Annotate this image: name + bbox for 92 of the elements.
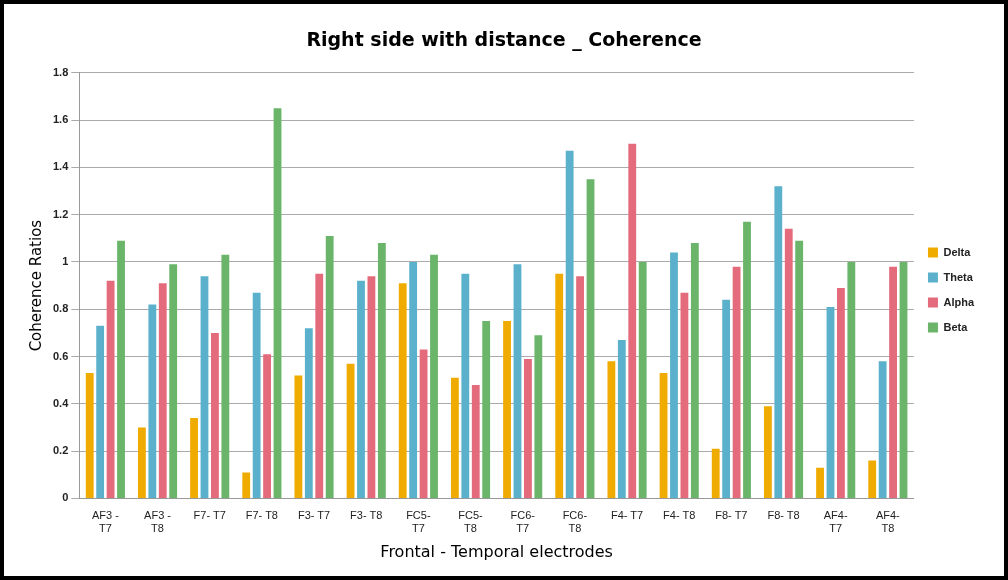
bar: [670, 252, 678, 498]
y-tick-label: 1.8: [52, 65, 69, 78]
bar: [690, 243, 699, 498]
x-tick-label: FC6- T7: [510, 509, 536, 535]
bar: [743, 221, 751, 498]
bar: [889, 266, 897, 498]
bar: [304, 328, 313, 498]
y-tick-label: 0.6: [52, 349, 69, 362]
bar: [85, 373, 94, 498]
bar: [450, 377, 459, 498]
bar: [221, 254, 230, 498]
x-tick-label: F8- T8: [767, 509, 800, 522]
bar: [325, 235, 334, 498]
x-axis-title: Frontal - Temporal electrodes: [380, 541, 613, 561]
bar: [617, 339, 626, 498]
y-tick-label: 1.2: [52, 207, 69, 220]
bar: [252, 292, 261, 498]
bar: [461, 273, 470, 498]
x-tick-label: F4- T7: [610, 509, 644, 522]
bar: [711, 448, 720, 498]
y-tick-label: 0.8: [52, 302, 69, 315]
x-tick-label: F7- T8: [245, 509, 278, 522]
bar: [471, 384, 480, 498]
y-tick-label: 1.4: [52, 160, 70, 173]
y-tick-label: 0.4: [52, 396, 70, 409]
x-tick-label: AF3 - T8: [144, 509, 172, 535]
bar: [409, 261, 418, 498]
bar: [482, 321, 491, 498]
bar: [816, 467, 824, 498]
x-tick-label: F3- T7: [297, 509, 331, 522]
bar: [586, 179, 595, 498]
bar: [315, 273, 324, 498]
bar: [242, 472, 251, 498]
bar: [607, 361, 616, 498]
bar: [357, 280, 365, 498]
bar: [96, 325, 105, 498]
x-tick-label: AF4- T8: [875, 509, 901, 535]
bar: [419, 349, 428, 498]
bar: [263, 354, 271, 498]
bar: [763, 406, 772, 498]
bar: [565, 150, 574, 498]
y-tick-label: 0: [62, 491, 69, 504]
y-tick-label: 0.2: [52, 444, 69, 457]
x-tick-label: AF4- T7: [823, 509, 848, 535]
bar: [555, 273, 564, 498]
bar: [200, 276, 209, 498]
bar: [367, 276, 376, 498]
bar: [117, 240, 125, 498]
bar: [211, 332, 219, 498]
legend-label: Theta: [943, 270, 974, 283]
bar: [784, 228, 793, 498]
bar: [638, 261, 647, 498]
x-tick-label: F8- T7: [715, 509, 748, 522]
bar: [503, 321, 511, 498]
bar: [847, 261, 856, 498]
bar: [659, 373, 668, 498]
bar: [398, 283, 407, 498]
bar: [524, 358, 532, 498]
x-tick-label: FC5- T7: [406, 509, 431, 535]
bar: [628, 143, 637, 498]
bar: [294, 375, 303, 498]
legend-label: Alpha: [943, 295, 975, 308]
chart-title: Right side with distance _ Coherence: [306, 28, 702, 52]
x-tick-label: FC5- T8: [458, 509, 484, 535]
x-tick-label: F4- T8: [663, 509, 696, 522]
y-tick-label: 1.6: [52, 113, 69, 126]
bar: [137, 427, 146, 498]
bar: [273, 108, 282, 498]
bar: [148, 304, 157, 498]
bar: [534, 335, 543, 498]
bar: [158, 283, 167, 498]
bar: [169, 264, 178, 498]
y-tick-label: 1: [62, 254, 69, 267]
bar: [868, 460, 877, 498]
x-tick-label: F3- T8: [350, 509, 383, 522]
x-tick-label: AF3 - T7: [91, 509, 120, 535]
legend-label: Delta: [943, 245, 972, 258]
bar: [837, 287, 845, 498]
bar: [774, 186, 783, 498]
x-tick-label: FC6- T8: [562, 509, 588, 535]
x-tick-label: F7- T7: [193, 509, 226, 522]
bar: [576, 276, 584, 498]
y-axis-title: Coherence Ratios: [26, 219, 45, 352]
bar: [106, 280, 115, 498]
bar: [190, 418, 198, 498]
bar: [722, 299, 731, 498]
legend-label: Beta: [943, 320, 969, 333]
bar: [795, 240, 804, 498]
bar: [878, 361, 887, 498]
bar: [430, 254, 438, 498]
bar: [377, 243, 386, 498]
bar: [513, 264, 522, 498]
